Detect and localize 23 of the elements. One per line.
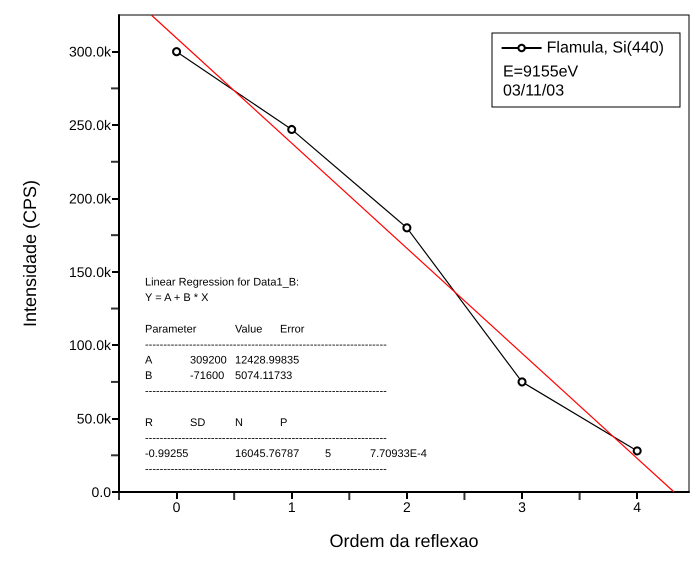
- x-axis-title: Ordem da reflexao: [329, 531, 479, 551]
- y-tick-label: 200.0k: [68, 190, 112, 206]
- y-tick-label: 50.0k: [76, 410, 112, 427]
- text: Linear Regression for Data1_B: Y = A + B * X Parameter Value Error ------------------------------------------------------------------ A 309200 12428.99835 B -71600 5074.11733 ------------------------------------------------------------------ R SD N P ------------------------------------------------------------------ -0.99255 16045.76787 5 7.70933E-4 ------------------------------------------------------------------: [145, 276, 427, 476]
- y-tick-label: 250.0k: [68, 117, 112, 134]
- y-axis-title: Intensidade (CPS): [20, 180, 40, 328]
- x-tick-label: 1: [288, 499, 296, 515]
- y-tick-label: 150.0k: [68, 264, 112, 280]
- y-tick-label: 0.0: [92, 484, 112, 500]
- point: [632, 446, 642, 456]
- y-tick-label: 100.0k: [68, 337, 112, 354]
- point: [172, 47, 182, 56]
- point: [518, 377, 527, 386]
- point: [287, 124, 296, 134]
- annotation: E=9155eV: [503, 64, 579, 80]
- x-tick-label: 4: [633, 499, 642, 515]
- point: [402, 223, 412, 232]
- legend-label: Flamula, Si(440): [546, 40, 664, 56]
- x-tick-label: 3: [518, 499, 526, 515]
- x-tick-label: 2: [402, 499, 411, 515]
- x-tick-label: 0: [172, 499, 181, 515]
- y-tick-label: 300.0k: [68, 44, 112, 60]
- annotation: 03/11/03: [503, 82, 564, 100]
